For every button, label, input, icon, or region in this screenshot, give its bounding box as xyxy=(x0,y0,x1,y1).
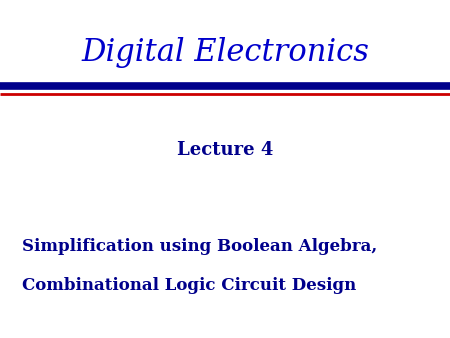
Text: Simplification using Boolean Algebra,: Simplification using Boolean Algebra, xyxy=(22,238,378,255)
Text: Digital Electronics: Digital Electronics xyxy=(81,37,369,68)
Text: Combinational Logic Circuit Design: Combinational Logic Circuit Design xyxy=(22,277,357,294)
Text: Lecture 4: Lecture 4 xyxy=(177,141,273,160)
